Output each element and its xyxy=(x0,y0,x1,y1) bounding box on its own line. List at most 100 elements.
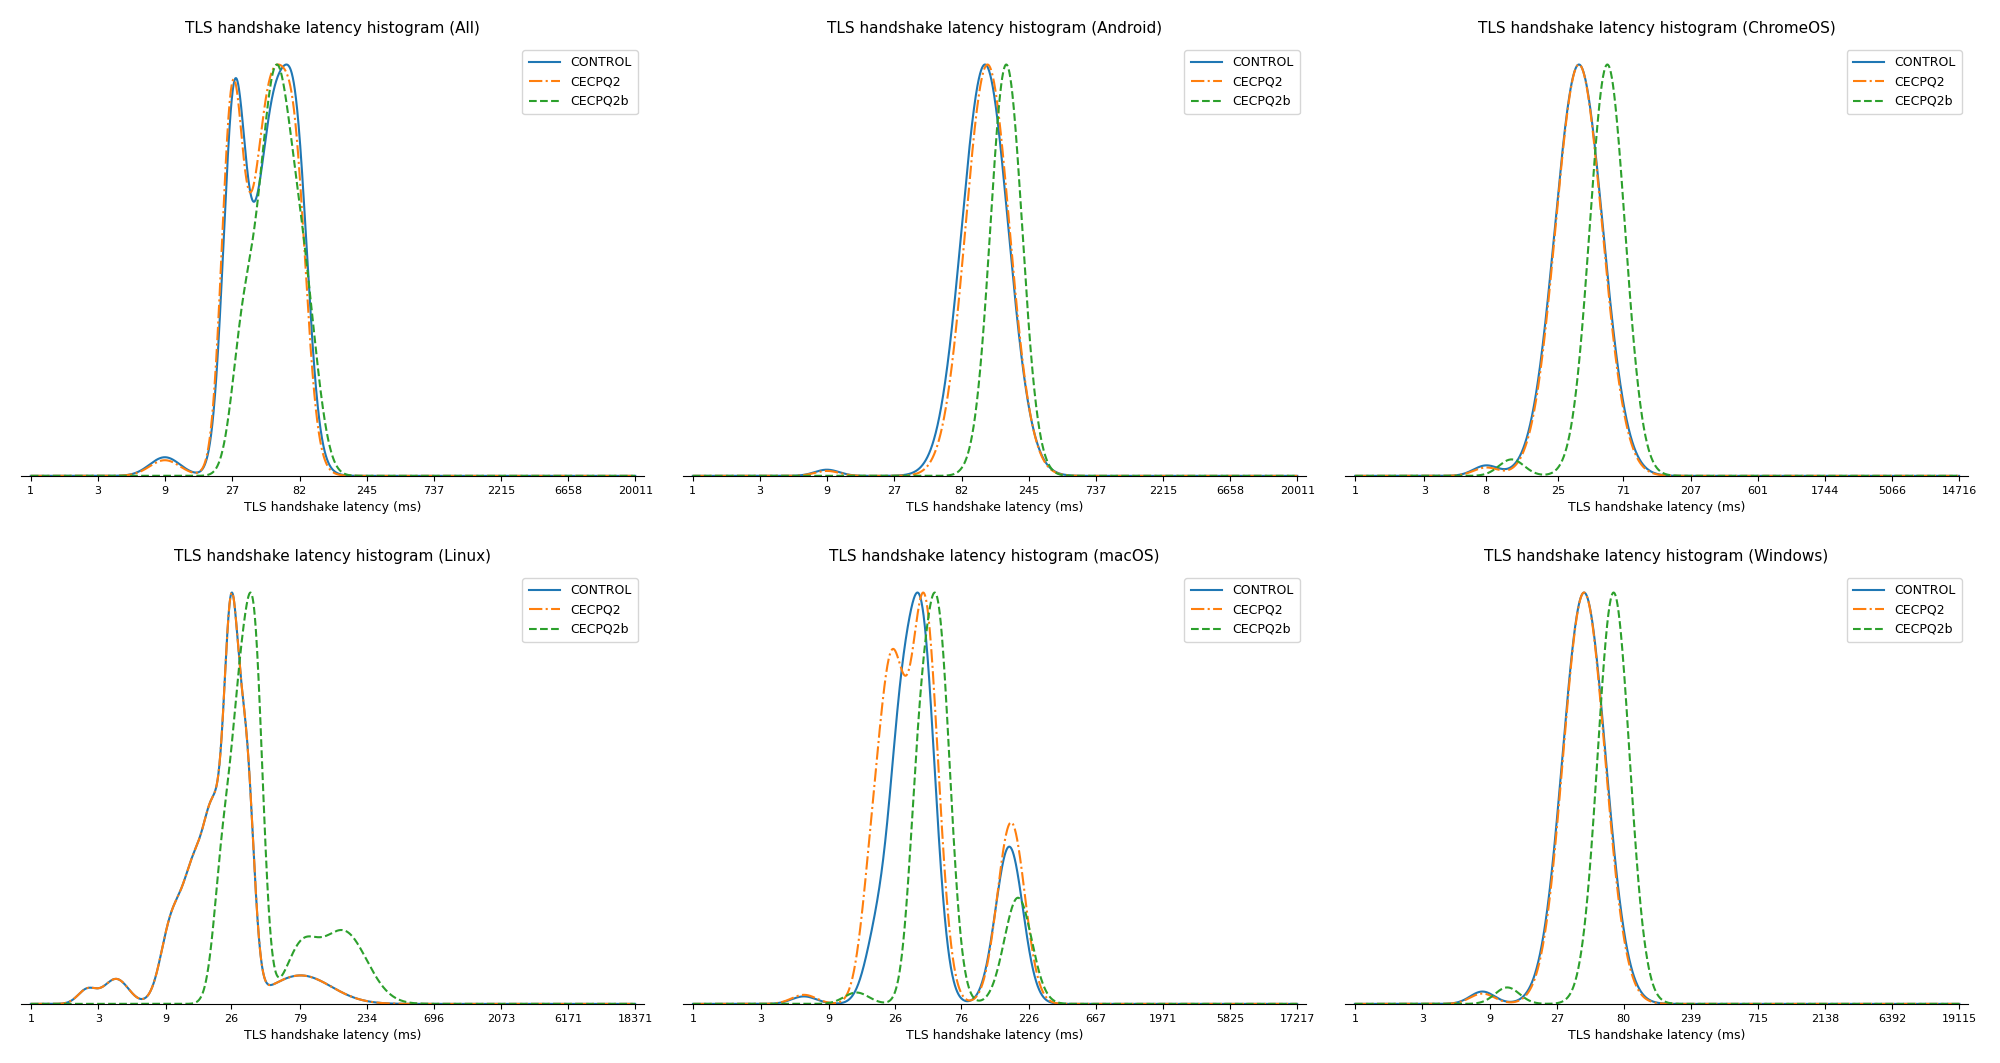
CECPQ2b xyxy=(912,470,936,483)
Line: CONTROL: CONTROL xyxy=(1356,65,1960,476)
Line: CECPQ2: CECPQ2 xyxy=(692,592,1298,1003)
Title: TLS handshake latency histogram (All): TLS handshake latency histogram (All) xyxy=(184,21,480,36)
CONTROL xyxy=(612,470,636,483)
CONTROL xyxy=(250,964,274,977)
CONTROL xyxy=(1412,470,1436,483)
X-axis label: TLS handshake latency (ms): TLS handshake latency (ms) xyxy=(1568,1029,1746,1042)
Legend: CONTROL, CECPQ2, CECPQ2b: CONTROL, CECPQ2, CECPQ2b xyxy=(1184,578,1300,642)
CECPQ2b xyxy=(1342,997,1366,1010)
CECPQ2 xyxy=(750,997,774,1010)
CECPQ2b xyxy=(1286,997,1310,1010)
CONTROL xyxy=(1448,469,1472,482)
CONTROL xyxy=(750,470,774,483)
CONTROL xyxy=(546,997,570,1010)
CECPQ2 xyxy=(276,971,300,983)
CECPQ2 xyxy=(1602,330,1626,342)
CECPQ2b xyxy=(1596,58,1620,71)
CONTROL xyxy=(624,997,648,1010)
CECPQ2b xyxy=(750,470,774,483)
Line: CECPQ2: CECPQ2 xyxy=(1356,65,1960,476)
CECPQ2 xyxy=(680,997,704,1010)
CONTROL xyxy=(220,586,244,598)
CECPQ2 xyxy=(1936,997,1960,1010)
CECPQ2b xyxy=(1948,470,1972,483)
Title: TLS handshake latency histogram (Linux): TLS handshake latency histogram (Linux) xyxy=(174,549,490,563)
Legend: CONTROL, CECPQ2, CECPQ2b: CONTROL, CECPQ2, CECPQ2b xyxy=(1846,578,1962,642)
Title: TLS handshake latency histogram (Android): TLS handshake latency histogram (Android… xyxy=(826,21,1162,36)
Legend: CONTROL, CECPQ2, CECPQ2b: CONTROL, CECPQ2, CECPQ2b xyxy=(1184,50,1300,114)
Line: CECPQ2b: CECPQ2b xyxy=(30,592,636,1003)
CECPQ2 xyxy=(1274,997,1298,1010)
CECPQ2 xyxy=(1274,470,1298,483)
CONTROL xyxy=(1574,81,1598,94)
CECPQ2 xyxy=(786,990,810,1002)
CONTROL xyxy=(906,586,930,598)
Title: TLS handshake latency histogram (macOS): TLS handshake latency histogram (macOS) xyxy=(830,549,1160,563)
CONTROL xyxy=(612,997,636,1010)
CONTROL xyxy=(680,470,704,483)
Line: CECPQ2: CECPQ2 xyxy=(30,65,636,476)
CECPQ2 xyxy=(1286,997,1310,1010)
CECPQ2 xyxy=(1572,586,1596,598)
CECPQ2 xyxy=(546,997,570,1010)
CECPQ2b xyxy=(786,997,810,1010)
CONTROL xyxy=(1412,997,1436,1010)
CECPQ2b xyxy=(750,997,774,1010)
CONTROL xyxy=(1936,997,1960,1010)
CECPQ2b xyxy=(1208,470,1232,483)
CECPQ2 xyxy=(220,586,244,598)
Line: CECPQ2b: CECPQ2b xyxy=(692,592,1298,1003)
CONTROL xyxy=(1448,995,1472,1008)
CONTROL xyxy=(124,990,148,1002)
CECPQ2b xyxy=(238,586,262,598)
CECPQ2 xyxy=(680,470,704,483)
CECPQ2b xyxy=(18,470,42,483)
Line: CONTROL: CONTROL xyxy=(30,65,636,476)
CONTROL xyxy=(750,997,774,1010)
CONTROL xyxy=(1286,470,1310,483)
CECPQ2b xyxy=(250,148,274,161)
Line: CONTROL: CONTROL xyxy=(692,592,1298,1003)
CECPQ2 xyxy=(1208,997,1232,1010)
CONTROL xyxy=(124,467,148,479)
CECPQ2 xyxy=(18,470,42,483)
CECPQ2b xyxy=(1602,586,1626,598)
CONTROL xyxy=(912,456,936,469)
CECPQ2 xyxy=(938,368,962,381)
CONTROL xyxy=(276,971,300,983)
CECPQ2b xyxy=(1574,899,1598,912)
CONTROL xyxy=(1566,58,1590,71)
CECPQ2b xyxy=(124,997,148,1010)
CECPQ2 xyxy=(124,990,148,1002)
CECPQ2b xyxy=(786,470,810,483)
CECPQ2b xyxy=(1448,470,1472,483)
CECPQ2 xyxy=(1870,470,1894,483)
Line: CECPQ2b: CECPQ2b xyxy=(30,65,636,476)
CECPQ2b xyxy=(1600,587,1624,600)
CONTROL xyxy=(1208,997,1232,1010)
CONTROL xyxy=(88,470,112,483)
CONTROL xyxy=(974,58,998,71)
CECPQ2 xyxy=(976,58,1000,71)
CONTROL xyxy=(1602,832,1626,845)
CECPQ2 xyxy=(1948,470,1972,483)
CONTROL xyxy=(1274,997,1298,1010)
CECPQ2b xyxy=(1574,261,1598,274)
CECPQ2 xyxy=(1574,82,1598,95)
CECPQ2 xyxy=(1602,841,1626,854)
CECPQ2b xyxy=(1448,997,1472,1010)
CECPQ2 xyxy=(1412,470,1436,483)
CONTROL xyxy=(786,469,810,482)
CECPQ2 xyxy=(750,470,774,483)
Line: CECPQ2b: CECPQ2b xyxy=(692,65,1298,476)
CONTROL xyxy=(1602,322,1626,335)
CECPQ2b xyxy=(1870,470,1894,483)
CONTROL xyxy=(786,991,810,1003)
CECPQ2 xyxy=(124,467,148,479)
CECPQ2b xyxy=(938,469,962,482)
CONTROL xyxy=(1948,470,1972,483)
CECPQ2 xyxy=(88,981,112,994)
CECPQ2b xyxy=(124,470,148,483)
CONTROL xyxy=(18,997,42,1010)
Legend: CONTROL, CECPQ2, CECPQ2b: CONTROL, CECPQ2, CECPQ2b xyxy=(522,50,638,114)
